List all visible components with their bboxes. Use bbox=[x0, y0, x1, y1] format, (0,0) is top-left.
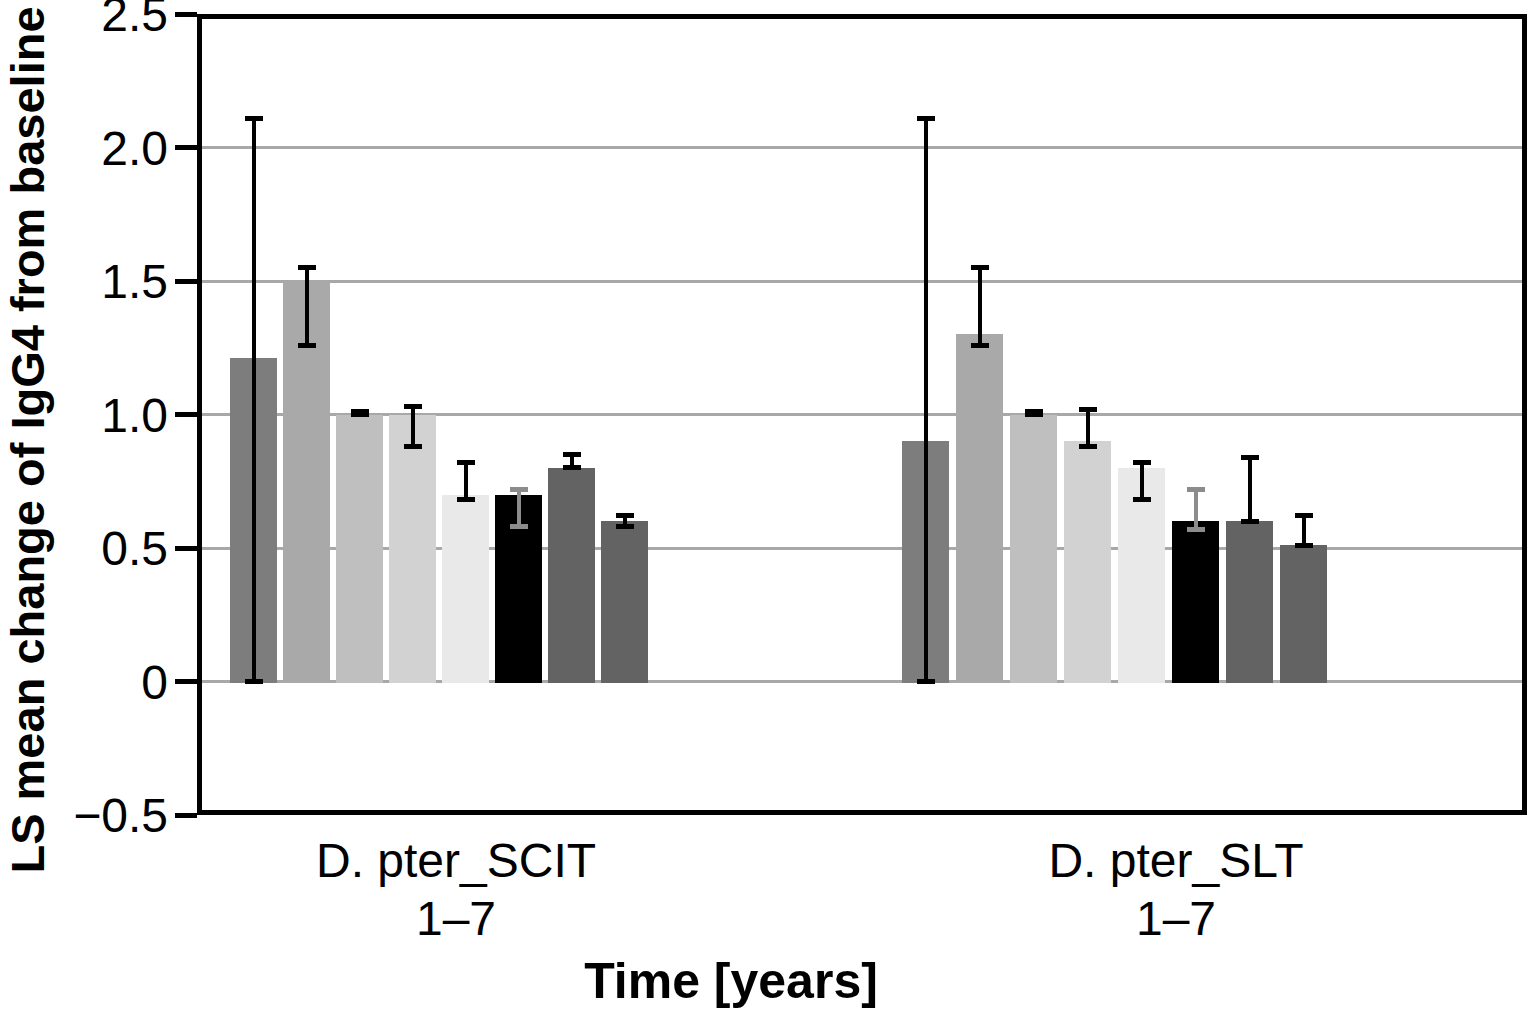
error-bar-cap-bottom bbox=[1187, 527, 1205, 532]
error-bar-cap-top bbox=[1079, 407, 1097, 412]
bar-group1-series7 bbox=[548, 468, 595, 683]
y-tick-label: 0.5 bbox=[0, 521, 168, 576]
error-bar-cap-bottom bbox=[563, 465, 581, 470]
bar-group1-series8 bbox=[601, 521, 648, 683]
error-bar bbox=[1194, 489, 1198, 529]
error-bar-cap-bottom bbox=[616, 524, 634, 529]
error-bar-cap-top bbox=[298, 265, 316, 270]
y-axis-tick bbox=[175, 145, 197, 150]
bar-group2-series8 bbox=[1280, 545, 1327, 683]
error-bar-cap-top bbox=[971, 265, 989, 270]
y-tick-label: −0.5 bbox=[0, 788, 168, 843]
bar-group2-series7 bbox=[1226, 521, 1273, 683]
bar-group1-series3 bbox=[336, 415, 383, 684]
y-axis-tick bbox=[175, 546, 197, 551]
error-bar bbox=[305, 268, 309, 345]
bar-group2-series4 bbox=[1064, 441, 1111, 683]
error-bar-cap-bottom bbox=[1079, 444, 1097, 449]
error-bar bbox=[517, 489, 521, 526]
x-category-label-slt-line1: D. pter_SLT bbox=[1048, 832, 1303, 890]
error-bar-cap-top bbox=[510, 487, 528, 492]
error-bar bbox=[464, 463, 468, 500]
error-bar-cap-bottom bbox=[1025, 412, 1043, 417]
bar-group1-series4 bbox=[389, 415, 436, 684]
x-category-label-scit-line2: 1–7 bbox=[316, 890, 596, 948]
error-bar-cap-bottom bbox=[404, 444, 422, 449]
error-bar-cap-top bbox=[1241, 455, 1259, 460]
y-tick-label: 1.5 bbox=[0, 254, 168, 309]
x-axis-title: Time [years] bbox=[584, 952, 878, 1010]
error-bar bbox=[1302, 516, 1306, 545]
y-axis-tick bbox=[175, 12, 197, 17]
bar-group1-series5 bbox=[442, 495, 489, 683]
error-bar-cap-top bbox=[1133, 460, 1151, 465]
bar-group2-series2 bbox=[956, 334, 1003, 683]
error-bar-cap-bottom bbox=[457, 497, 475, 502]
error-bar-cap-top bbox=[563, 452, 581, 457]
error-bar-cap-top bbox=[616, 513, 634, 518]
x-category-label-slt: D. pter_SLT 1–7 bbox=[1048, 832, 1303, 948]
y-axis-tick bbox=[175, 813, 197, 818]
x-category-label-scit-line1: D. pter_SCIT bbox=[316, 832, 596, 890]
x-category-label-scit: D. pter_SCIT 1–7 bbox=[316, 832, 596, 948]
error-bar bbox=[924, 118, 928, 681]
error-bar-cap-bottom bbox=[971, 343, 989, 348]
error-bar-cap-top bbox=[404, 404, 422, 409]
y-axis-tick bbox=[175, 679, 197, 684]
error-bar-cap-top bbox=[1295, 513, 1313, 518]
y-tick-label: 1.0 bbox=[0, 387, 168, 442]
error-bar bbox=[411, 406, 415, 446]
x-category-label-slt-line2: 1–7 bbox=[1048, 890, 1303, 948]
gridline bbox=[197, 146, 1527, 149]
error-bar-cap-bottom bbox=[245, 679, 263, 684]
y-axis-tick bbox=[175, 279, 197, 284]
bar-group2-series6 bbox=[1172, 521, 1219, 683]
y-tick-label: 0 bbox=[0, 654, 168, 709]
error-bar bbox=[978, 268, 982, 345]
error-bar-cap-bottom bbox=[298, 343, 316, 348]
error-bar-cap-top bbox=[457, 460, 475, 465]
y-tick-label: 2.5 bbox=[0, 0, 168, 42]
error-bar-cap-bottom bbox=[1133, 497, 1151, 502]
bar-group2-series3 bbox=[1010, 415, 1057, 684]
error-bar-cap-bottom bbox=[1295, 543, 1313, 548]
bar-chart-figure: LS mean change of IgG4 from baseline D. … bbox=[0, 0, 1530, 1022]
error-bar-cap-top bbox=[917, 116, 935, 121]
error-bar bbox=[252, 118, 256, 681]
error-bar-cap-top bbox=[245, 116, 263, 121]
error-bar bbox=[1248, 457, 1252, 521]
gridline bbox=[197, 280, 1527, 283]
error-bar-cap-bottom bbox=[510, 524, 528, 529]
error-bar bbox=[1086, 409, 1090, 446]
error-bar-cap-bottom bbox=[917, 679, 935, 684]
error-bar-cap-bottom bbox=[1241, 519, 1259, 524]
error-bar-cap-top bbox=[1187, 487, 1205, 492]
y-tick-label: 2.0 bbox=[0, 120, 168, 175]
error-bar-cap-bottom bbox=[351, 412, 369, 417]
y-axis-tick bbox=[175, 412, 197, 417]
error-bar bbox=[1140, 463, 1144, 500]
